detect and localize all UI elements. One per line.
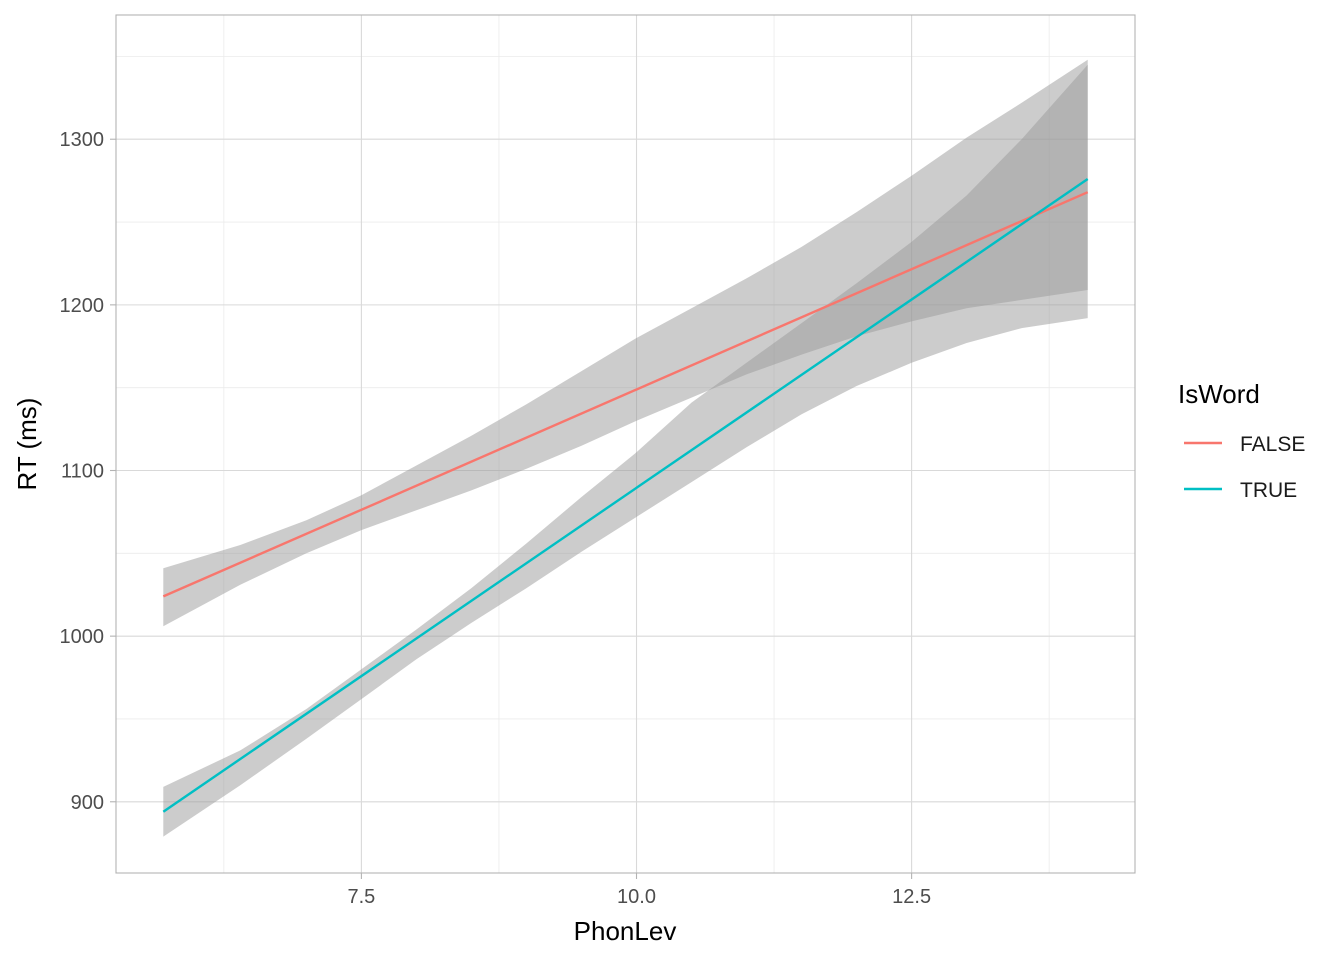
y-tick-label: 1200 — [60, 295, 105, 317]
plot-border — [115, 14, 1136, 874]
y-axis: 900 1000 1100 1200 1300 — [60, 129, 116, 814]
ci-band-false — [163, 59, 1088, 627]
y-tick-label: 1000 — [60, 626, 105, 648]
x-tick-label: 10.0 — [617, 886, 656, 908]
y-tick-label: 900 — [71, 792, 104, 814]
legend-title: IsWord — [1178, 379, 1260, 409]
y-tick-label: 1300 — [60, 129, 105, 151]
series-lines — [162, 178, 1089, 813]
confidence-bands — [163, 59, 1088, 837]
ci-band-true — [163, 64, 1088, 837]
x-tick-label: 12.5 — [892, 886, 931, 908]
x-axis-title: PhonLev — [574, 916, 677, 946]
x-tick-label: 7.5 — [347, 886, 375, 908]
legend-label-false: FALSE — [1240, 433, 1305, 456]
legend-label-true: TRUE — [1240, 479, 1297, 502]
series-line-false — [162, 191, 1089, 598]
series-line-true — [162, 178, 1089, 813]
y-axis-title: RT (ms) — [12, 398, 42, 491]
legend: IsWord FALSE TRUE — [1178, 379, 1305, 502]
y-tick-label: 1100 — [61, 461, 104, 483]
x-axis: 7.5 10.0 12.5 — [347, 873, 931, 908]
